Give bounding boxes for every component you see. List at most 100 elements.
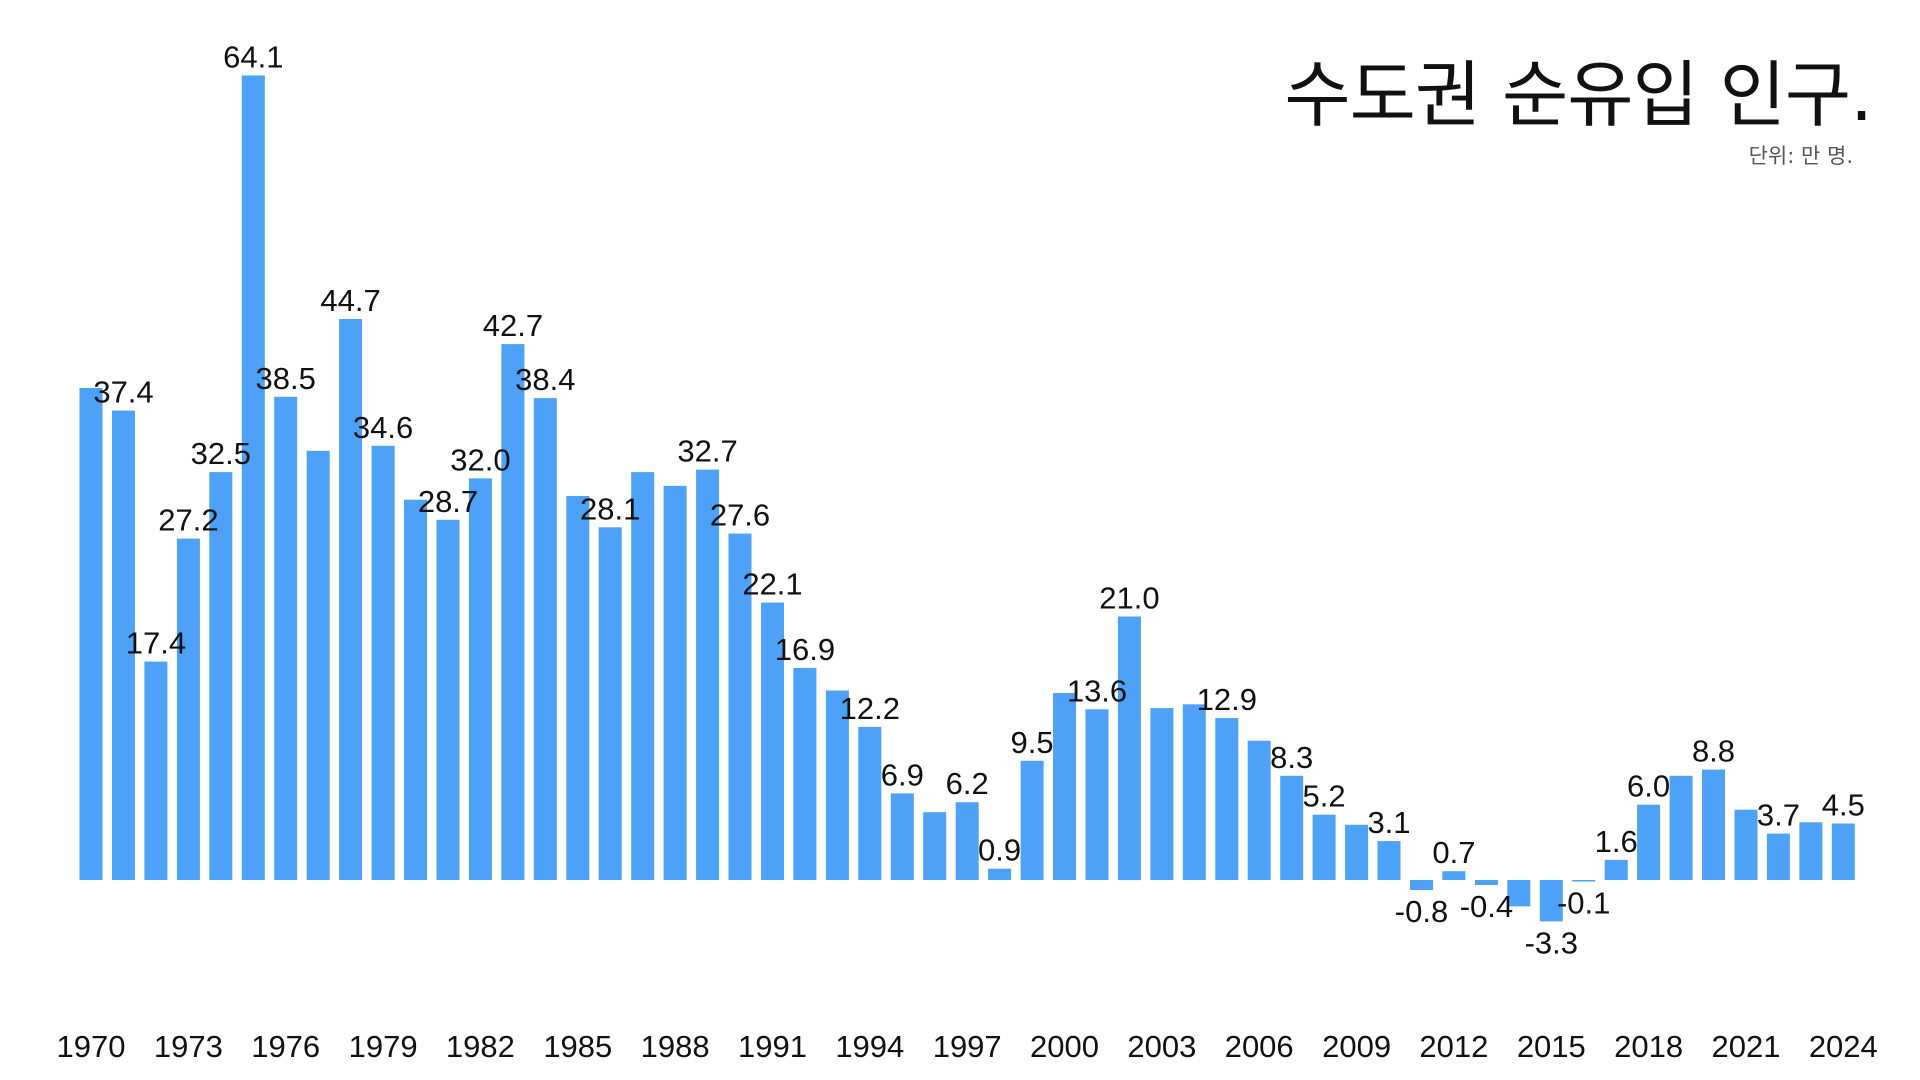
- bar-1981: [436, 519, 460, 880]
- bar-1982: [468, 478, 492, 880]
- bar-1992: [793, 667, 817, 880]
- bar-1970: [79, 388, 103, 880]
- value-label-2008: 5.2: [1303, 779, 1346, 814]
- x-tick-2006: 2006: [1225, 1029, 1294, 1064]
- x-tick-1973: 1973: [154, 1029, 223, 1064]
- value-label-1989: 32.7: [677, 434, 737, 469]
- value-label-2022: 3.7: [1757, 798, 1800, 833]
- bar-2006: [1247, 740, 1271, 880]
- bar-2016: [1572, 880, 1596, 882]
- value-label-1997: 6.2: [946, 766, 989, 801]
- value-label-2010: 3.1: [1367, 805, 1410, 840]
- x-tick-2009: 2009: [1322, 1029, 1391, 1064]
- value-label-2017: 1.6: [1595, 824, 1638, 859]
- bar-1973: [176, 538, 200, 880]
- value-label-1982: 32.0: [450, 442, 510, 477]
- x-tick-1976: 1976: [251, 1029, 320, 1064]
- x-tick-2015: 2015: [1517, 1029, 1586, 1064]
- bar-2001: [1085, 709, 1109, 880]
- bar-1984: [533, 398, 557, 880]
- bar-1983: [501, 344, 525, 881]
- bar-1995: [890, 793, 914, 880]
- value-label-2001: 13.6: [1067, 673, 1127, 708]
- x-tick-1997: 1997: [933, 1029, 1002, 1064]
- bar-1971: [112, 410, 135, 880]
- value-label-1992: 16.9: [775, 632, 835, 667]
- x-tick-2018: 2018: [1614, 1029, 1683, 1064]
- x-tick-1985: 1985: [543, 1029, 612, 1064]
- bar-1994: [858, 726, 882, 880]
- value-label-1995: 6.9: [881, 757, 924, 792]
- bar-2003: [1150, 708, 1174, 880]
- bar-2021: [1734, 809, 1758, 880]
- x-axis-ticks: 1970 1973 1976 1979 1982 1985 1988 1991 1994 1997…: [57, 1029, 1878, 1064]
- value-label-1973: 27.2: [158, 503, 218, 538]
- value-label-1972: 17.4: [126, 626, 186, 661]
- value-label-1978: 44.7: [320, 283, 380, 318]
- bar-1993: [825, 690, 849, 880]
- value-label-2007: 8.3: [1270, 740, 1313, 775]
- value-label-1994: 12.2: [840, 691, 900, 726]
- bar-2019: [1669, 775, 1693, 880]
- value-label-1999: 9.5: [1011, 725, 1054, 760]
- value-label-1984: 38.4: [515, 362, 575, 397]
- bar-2002: [1117, 616, 1141, 881]
- x-tick-1982: 1982: [446, 1029, 515, 1064]
- bar-1974: [209, 472, 233, 880]
- value-label-2020: 8.8: [1692, 734, 1735, 769]
- bar-1978: [339, 319, 363, 880]
- value-label-1981: 28.7: [418, 484, 478, 519]
- bar-1990: [728, 533, 752, 880]
- value-label-2011: -0.8: [1395, 894, 1448, 929]
- bar-2022: [1766, 833, 1790, 880]
- value-label-1974: 32.5: [191, 436, 251, 471]
- bar-2010: [1377, 841, 1401, 880]
- value-label-1991: 22.1: [742, 567, 802, 602]
- bar-1996: [923, 812, 947, 880]
- x-tick-2024: 2024: [1809, 1029, 1878, 1064]
- x-tick-2012: 2012: [1419, 1029, 1488, 1064]
- bar-2013: [1474, 880, 1498, 885]
- value-label-2012: 0.7: [1432, 835, 1475, 870]
- x-tick-2000: 2000: [1030, 1029, 1099, 1064]
- bar-1989: [696, 469, 720, 880]
- bar-1998: [988, 868, 1012, 880]
- value-label-2002: 21.0: [1099, 581, 1159, 616]
- bar-1972: [144, 661, 168, 880]
- bar-2020: [1702, 769, 1725, 880]
- x-tick-1988: 1988: [641, 1029, 710, 1064]
- x-tick-1991: 1991: [738, 1029, 807, 1064]
- bar-1999: [1020, 760, 1044, 880]
- x-tick-2003: 2003: [1127, 1029, 1196, 1064]
- bar-2018: [1637, 804, 1661, 880]
- bar-2024: [1831, 823, 1855, 880]
- bar-2005: [1215, 718, 1239, 880]
- value-label-2018: 6.0: [1627, 769, 1670, 804]
- bar-1976: [274, 396, 298, 880]
- bar-2004: [1182, 704, 1206, 880]
- bar-2014: [1507, 880, 1531, 907]
- bar-1980: [404, 499, 427, 880]
- bar-1977: [306, 450, 330, 880]
- bar-1975: [241, 75, 265, 880]
- value-label-1998: 0.9: [978, 833, 1021, 868]
- bar-1988: [663, 485, 687, 880]
- bar-2000: [1053, 693, 1076, 880]
- bar-2009: [1345, 824, 1369, 880]
- unit-label: 단위: 만 명.: [1748, 144, 1853, 168]
- value-label-2016: -0.1: [1557, 885, 1610, 920]
- value-label-2015: -3.3: [1525, 925, 1578, 960]
- value-label-2005: 12.9: [1197, 682, 1257, 717]
- bar-1997: [955, 802, 979, 880]
- value-label-2013: -0.4: [1460, 889, 1513, 924]
- x-tick-2021: 2021: [1712, 1029, 1781, 1064]
- x-tick-1994: 1994: [835, 1029, 904, 1064]
- bar-2015: [1539, 880, 1563, 922]
- value-label-1990: 27.6: [710, 498, 770, 533]
- bar-2012: [1442, 871, 1466, 880]
- bar-1987: [631, 472, 655, 880]
- bar-2017: [1604, 859, 1628, 880]
- bar-2008: [1312, 814, 1336, 880]
- bar-2007: [1280, 775, 1304, 880]
